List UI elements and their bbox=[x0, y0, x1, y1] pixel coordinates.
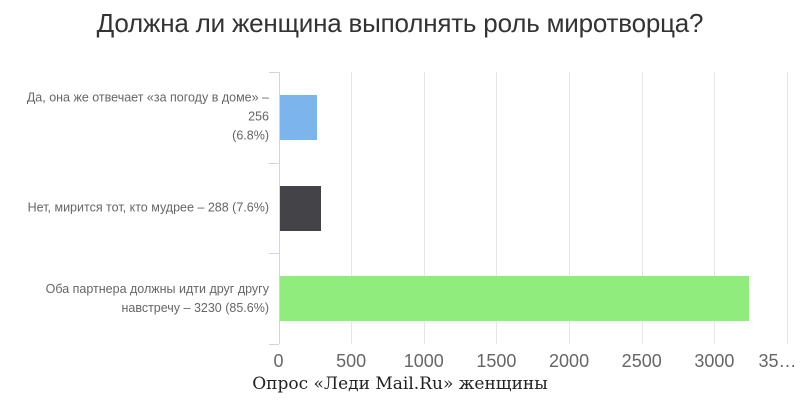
x-axis-tick-label: 500 bbox=[336, 351, 367, 371]
gridline bbox=[351, 72, 353, 344]
axis-tick bbox=[268, 162, 279, 164]
category-label: Нет, мирится тот, кто мудрее – 288 (7.6%… bbox=[27, 200, 269, 215]
axis-tick bbox=[268, 344, 279, 345]
bar-1[interactable] bbox=[279, 94, 317, 140]
x-axis-tick-label: 1500 bbox=[476, 351, 517, 371]
chart-title: Должна ли женщина выполнять роль миротво… bbox=[96, 8, 704, 38]
bar-3[interactable] bbox=[279, 276, 749, 322]
x-axis-tick-label: 2000 bbox=[549, 351, 590, 371]
x-axis-tick-label: 2500 bbox=[621, 351, 662, 371]
category-label: Оба партнера должны идти друг другу навс… bbox=[45, 281, 269, 315]
x-axis-tick-label: 35… bbox=[758, 351, 797, 371]
gridline bbox=[496, 72, 498, 344]
gridline bbox=[787, 72, 788, 344]
x-axis-tick-label: 0 bbox=[273, 351, 284, 371]
gridline bbox=[714, 72, 716, 344]
axis-tick bbox=[268, 253, 279, 255]
gridline bbox=[641, 72, 643, 344]
axis-tick bbox=[268, 72, 279, 73]
bar-2[interactable] bbox=[279, 185, 322, 231]
chart-caption: Опрос «Леди Mail.Ru» женщины bbox=[252, 374, 548, 394]
category-label: Да, она же отвечает «за погоду в доме» –… bbox=[26, 90, 269, 143]
gridline bbox=[423, 72, 425, 344]
gridline bbox=[569, 72, 571, 344]
x-axis-tick-label: 3000 bbox=[694, 351, 735, 371]
category-axis-line bbox=[278, 72, 280, 344]
x-axis-tick-label: 1000 bbox=[403, 351, 444, 371]
